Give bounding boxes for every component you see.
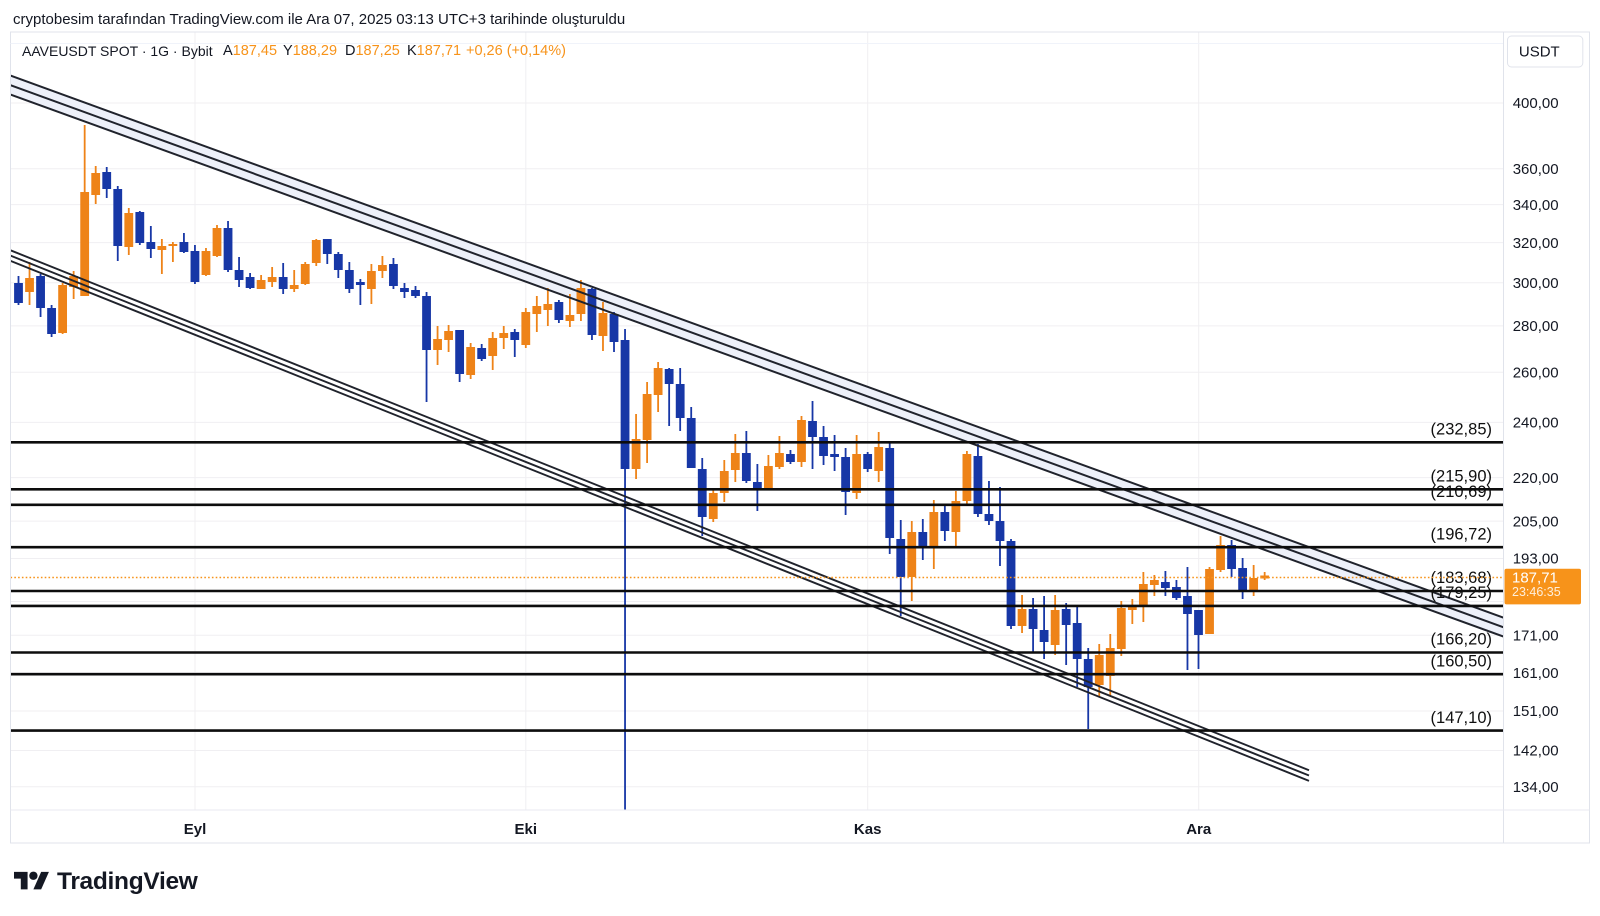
svg-text:Kas: Kas xyxy=(854,821,882,838)
svg-text:161,00: 161,00 xyxy=(1513,665,1559,682)
svg-text:TradingView: TradingView xyxy=(57,868,199,895)
svg-text:USDT: USDT xyxy=(1519,44,1560,61)
svg-text:280,00: 280,00 xyxy=(1513,318,1559,335)
svg-text:Ara: Ara xyxy=(1186,821,1212,838)
svg-text:(183,68): (183,68) xyxy=(1431,569,1492,587)
svg-text:300,00: 300,00 xyxy=(1513,275,1559,292)
svg-text:260,00: 260,00 xyxy=(1513,365,1559,382)
svg-text:134,00: 134,00 xyxy=(1513,779,1559,796)
svg-text:193,00: 193,00 xyxy=(1513,551,1559,568)
svg-text:400,00: 400,00 xyxy=(1513,95,1559,112)
svg-text:220,00: 220,00 xyxy=(1513,470,1559,487)
svg-text:(210,69): (210,69) xyxy=(1431,483,1492,501)
svg-text:340,00: 340,00 xyxy=(1513,197,1559,214)
svg-text:Eki: Eki xyxy=(515,821,538,838)
svg-text:(196,72): (196,72) xyxy=(1431,525,1492,543)
svg-text:320,00: 320,00 xyxy=(1513,235,1559,252)
svg-text:(179,25): (179,25) xyxy=(1431,584,1492,602)
svg-text:151,00: 151,00 xyxy=(1513,703,1559,720)
svg-text:360,00: 360,00 xyxy=(1513,161,1559,178)
svg-text:205,00: 205,00 xyxy=(1513,513,1559,530)
svg-text:187,71: 187,71 xyxy=(1512,570,1558,587)
svg-text:240,00: 240,00 xyxy=(1513,415,1559,432)
svg-text:Eyl: Eyl xyxy=(184,821,207,838)
svg-text:171,00: 171,00 xyxy=(1513,627,1559,644)
svg-text:(215,90): (215,90) xyxy=(1431,468,1492,486)
svg-text:(232,85): (232,85) xyxy=(1431,421,1492,439)
svg-text:(166,20): (166,20) xyxy=(1431,631,1492,649)
svg-text:23:46:35: 23:46:35 xyxy=(1512,585,1561,599)
svg-text:(147,10): (147,10) xyxy=(1431,709,1492,727)
svg-text:142,00: 142,00 xyxy=(1513,743,1559,760)
svg-text:(160,50): (160,50) xyxy=(1431,652,1492,670)
